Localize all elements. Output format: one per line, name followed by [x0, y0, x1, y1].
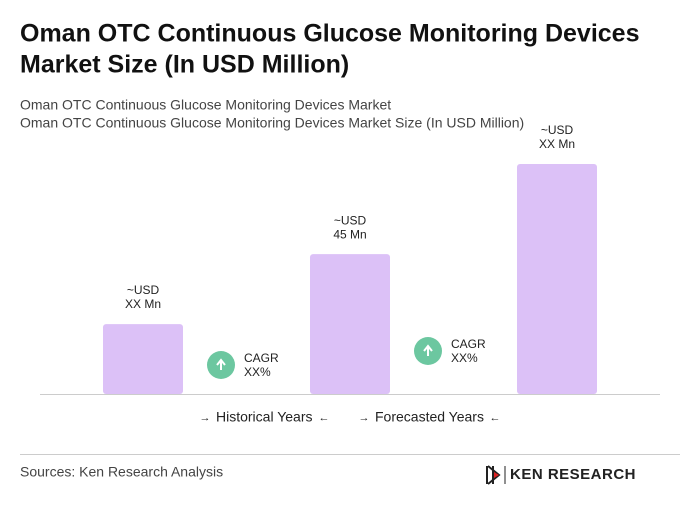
value-label: 45 Mn: [333, 227, 366, 241]
bar: [103, 324, 183, 394]
subtitle: Oman OTC Continuous Glucose Monitoring D…: [20, 115, 524, 131]
legend-label: Forecasted Years: [375, 409, 484, 425]
subtitle: Oman OTC Continuous Glucose Monitoring D…: [20, 97, 391, 113]
legend-arrow: ←: [490, 412, 501, 424]
value-label: ~USD: [541, 123, 574, 137]
value-label: XX Mn: [125, 297, 161, 311]
cagr-label: XX%: [244, 365, 271, 379]
legend-arrow: →: [200, 412, 211, 424]
legend-arrow: ←: [319, 412, 330, 424]
bar: [310, 254, 390, 394]
legend-label: Historical Years: [216, 409, 313, 425]
chart-title: Market Size (In USD Million): [20, 51, 349, 79]
logo: KEN RESEARCH: [486, 465, 636, 485]
source: Sources: Ken Research Analysis: [20, 464, 223, 480]
cagr-label: CAGR: [244, 351, 279, 365]
arrow-up: [216, 358, 226, 370]
value-label: ~USD: [334, 213, 367, 227]
legend-arrow: →: [359, 412, 370, 424]
chart-title: Oman OTC Continuous Glucose Monitoring D…: [20, 20, 640, 48]
cagr-label: XX%: [451, 351, 478, 365]
value-label: ~USD: [127, 283, 160, 297]
cagr-label: CAGR: [451, 337, 486, 351]
arrow-up: [423, 344, 433, 356]
value-label: XX Mn: [539, 137, 575, 151]
bar: [517, 164, 597, 394]
brand: KEN RESEARCH: [510, 466, 636, 483]
